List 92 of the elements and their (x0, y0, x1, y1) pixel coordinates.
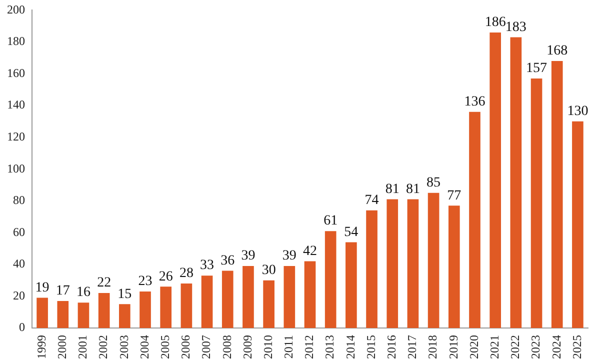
bar (469, 112, 480, 328)
x-tick-label: 2020 (466, 335, 481, 359)
bar (57, 300, 69, 328)
data-label: 39 (241, 248, 256, 264)
data-label: 81 (406, 182, 420, 197)
y-tick-label: 100 (7, 161, 25, 176)
y-tick-label: 40 (13, 256, 25, 271)
data-label: 130 (567, 104, 588, 120)
bar (448, 206, 460, 328)
data-label: 157 (526, 61, 548, 76)
y-tick-label: 60 (13, 224, 25, 239)
x-tick-label: 2003 (116, 335, 131, 359)
x-tick-label: 2011 (282, 335, 296, 359)
bar (346, 242, 357, 328)
bar (386, 199, 398, 328)
data-label: 19 (35, 280, 50, 296)
y-tick-label: 80 (13, 193, 25, 208)
data-label: 39 (282, 248, 296, 264)
x-tick-label: 2025 (570, 335, 584, 359)
x-tick-label: 2004 (137, 335, 152, 359)
x-tick-label: 2016 (384, 335, 399, 359)
y-tick-label: 140 (7, 98, 25, 112)
bar (98, 293, 110, 328)
y-tick-label: 180 (7, 34, 25, 48)
y-tick-label: 0 (19, 320, 25, 334)
x-tick-label: 2007 (199, 335, 214, 359)
x-tick-label: 2010 (260, 335, 275, 359)
x-tick-label: 2018 (426, 335, 440, 359)
data-label: 17 (56, 284, 70, 299)
bar (263, 280, 274, 328)
y-tick-label: 200 (7, 2, 25, 16)
data-label: 74 (364, 193, 379, 208)
data-label: 26 (158, 269, 173, 284)
bar (490, 32, 501, 328)
x-tick-label: 2014 (343, 335, 358, 359)
data-label: 85 (426, 176, 441, 191)
data-label: 33 (200, 258, 214, 274)
y-tick-label: 20 (13, 288, 25, 302)
bar (428, 192, 440, 328)
x-tick-label: 2006 (178, 335, 193, 359)
x-tick-label: 2001 (76, 335, 90, 359)
data-label: 61 (324, 214, 338, 229)
bar (530, 78, 542, 328)
x-tick-label: 2017 (405, 335, 420, 359)
x-tick-label: 2008 (220, 335, 234, 359)
bar (242, 266, 254, 328)
bar (201, 276, 213, 328)
data-label: 22 (97, 276, 112, 291)
bar (140, 291, 151, 328)
x-tick-label: 2023 (528, 335, 543, 359)
x-tick-label: 2022 (508, 335, 522, 359)
x-tick-label: 2002 (96, 335, 110, 359)
bar (366, 210, 378, 328)
bar (180, 284, 192, 328)
data-label: 81 (385, 182, 400, 197)
data-label: 42 (303, 244, 317, 259)
data-label: 77 (447, 188, 462, 204)
data-label: 23 (138, 274, 152, 290)
bar (407, 199, 419, 328)
data-label: 15 (118, 286, 132, 302)
data-label: 30 (262, 263, 276, 278)
data-label: 54 (344, 224, 358, 240)
data-label: 16 (76, 285, 90, 300)
y-tick-label: 120 (7, 129, 25, 144)
bar (36, 298, 48, 328)
bar (160, 286, 172, 328)
y-tick-label: 160 (7, 66, 25, 80)
bar (304, 261, 316, 328)
bar (572, 121, 584, 328)
bar (222, 270, 234, 328)
x-tick-label: 1999 (34, 335, 48, 359)
bar (551, 61, 563, 328)
x-tick-label: 2024 (549, 335, 564, 359)
data-label: 186 (484, 15, 506, 30)
bar (78, 302, 90, 328)
data-label: 183 (505, 20, 526, 35)
data-label: 36 (220, 253, 235, 268)
x-tick-label: 2000 (55, 335, 70, 359)
data-label: 28 (179, 266, 194, 282)
x-tick-label: 2005 (158, 335, 172, 359)
x-tick-label: 2019 (446, 335, 460, 359)
data-label: 136 (464, 94, 486, 110)
data-label: 168 (546, 44, 568, 59)
x-tick-label: 2021 (487, 335, 502, 359)
x-tick-label: 2009 (240, 335, 254, 359)
x-tick-label: 2012 (302, 335, 316, 359)
bar (510, 37, 522, 328)
x-tick-label: 2015 (364, 335, 378, 359)
bar (119, 304, 130, 328)
bar (324, 231, 336, 328)
x-tick-label: 2013 (322, 335, 337, 359)
bar (284, 266, 296, 328)
